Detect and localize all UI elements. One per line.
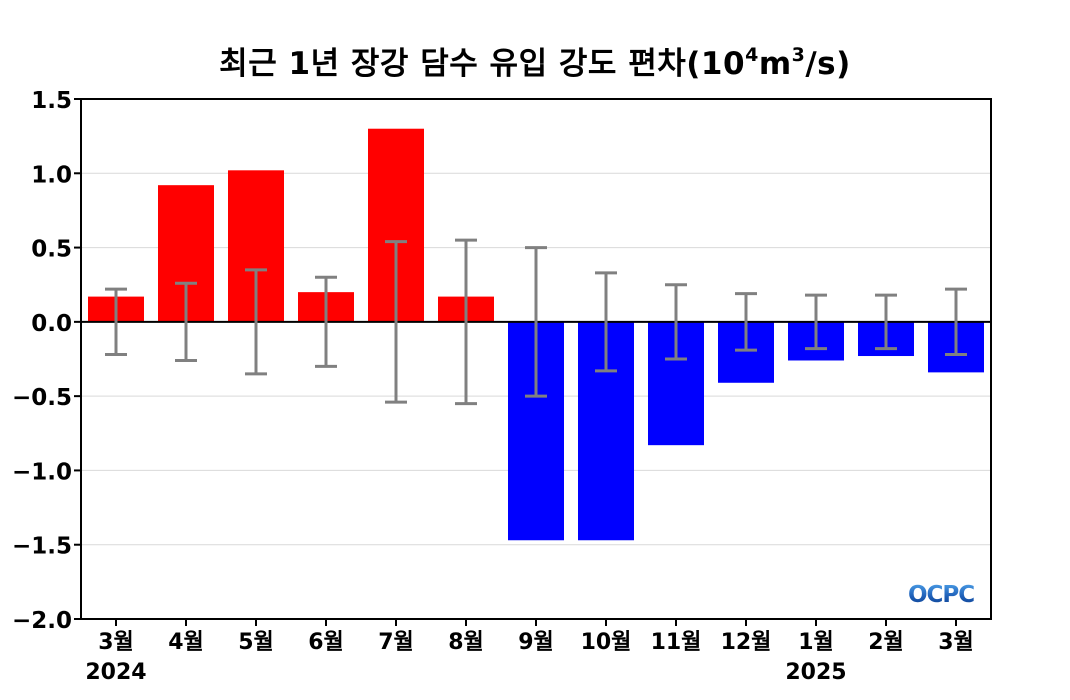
chart-title: 최근 1년 장강 담수 유입 강도 편차(104m3/s) (0, 38, 1070, 83)
bar-layer (88, 128, 984, 541)
y-tick-label: 1.0 (31, 162, 72, 188)
xtick-layer: 3월 4월 5월 6월 7월 8월 9월 10월 11월 12월 1월 2월 3월 2024 2025 (85, 619, 974, 685)
x-tick-label: 10월 (581, 630, 632, 655)
x-tick-label: 5월 (238, 630, 274, 655)
x-tick-label: 3월 (938, 630, 974, 655)
x-tick-label: 2월 (868, 630, 904, 655)
error-bar (875, 293, 897, 351)
error-bar (315, 275, 337, 368)
chart-title-unit: (104m3/s) (686, 43, 851, 82)
x-tick-label: 12월 (721, 630, 772, 655)
y-tick-label: 0.5 (31, 237, 72, 263)
ocpc-logo: OCPC (908, 582, 975, 608)
y-tick-label: 0.0 (31, 311, 72, 337)
error-bar (945, 287, 967, 357)
error-bar (455, 238, 477, 406)
x-tick-label: 4월 (168, 630, 204, 655)
error-bar (665, 283, 687, 361)
error-bar (525, 246, 547, 398)
ytick-layer: 1.5 1.0 0.5 0.0 −0.5 −1.0 −1.5 −2.0 (12, 88, 81, 634)
year-label: 2025 (785, 660, 846, 685)
x-tick-label: 8월 (448, 630, 484, 655)
error-bar (805, 293, 827, 351)
error-bar (175, 281, 197, 362)
y-tick-label: −1.0 (12, 459, 72, 485)
x-tick-label: 11월 (651, 630, 702, 655)
x-tick-label: 1월 (798, 630, 834, 655)
year-label: 2024 (85, 660, 146, 685)
x-tick-label: 9월 (518, 630, 554, 655)
error-layer (105, 238, 967, 406)
error-bar (595, 271, 617, 373)
y-tick-label: −1.5 (12, 534, 72, 560)
y-tick-label: 1.5 (31, 88, 72, 114)
error-bar (735, 292, 757, 352)
y-tick-label: −2.0 (12, 608, 72, 634)
x-tick-label: 7월 (378, 630, 414, 655)
x-tick-label: 3월 (98, 630, 134, 655)
error-bar (385, 240, 407, 404)
error-bar (245, 268, 267, 376)
y-tick-label: −0.5 (12, 385, 72, 411)
error-bar (105, 287, 127, 357)
chart-title-text: 최근 1년 장강 담수 유입 강도 편차 (219, 46, 687, 82)
x-tick-label: 6월 (308, 630, 344, 655)
